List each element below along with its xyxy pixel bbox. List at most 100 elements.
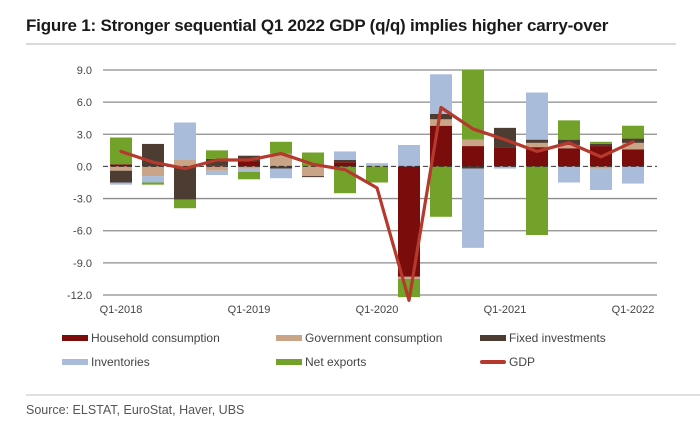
bar-stack bbox=[558, 120, 580, 183]
bar-government-consumption bbox=[590, 166, 612, 169]
bar-net-exports bbox=[174, 199, 196, 209]
y-axis-ticks: 9.0 6.0 3.0 0.0 -3.0 -6.0 -9.0 -12.0 bbox=[67, 65, 92, 302]
y-tick-label: -6.0 bbox=[73, 226, 92, 238]
bar-government-consumption bbox=[430, 119, 452, 126]
bar-inventories bbox=[430, 74, 452, 114]
bar-inventories bbox=[622, 166, 644, 184]
bar-net-exports bbox=[142, 182, 164, 185]
bar-stack bbox=[590, 141, 612, 190]
legend-label: Government consumption bbox=[305, 331, 443, 345]
bar-government-consumption bbox=[398, 276, 420, 279]
bar-fixed-investments bbox=[334, 160, 356, 163]
y-tick-label: 3.0 bbox=[77, 129, 92, 141]
bar-government-consumption bbox=[206, 166, 228, 171]
legend-label: Household consumption bbox=[91, 331, 220, 345]
bar-net-exports bbox=[366, 166, 388, 183]
legend-item-inventories: Inventories bbox=[62, 354, 150, 370]
bar-fixed-investments bbox=[110, 170, 132, 183]
bar-household-consumption bbox=[622, 149, 644, 167]
bar-household-consumption bbox=[334, 162, 356, 167]
legend-label: Inventories bbox=[91, 355, 150, 369]
bar-inventories bbox=[174, 122, 196, 160]
legend-item-fixed-investments: Fixed investments bbox=[480, 330, 606, 346]
gdp-line-group bbox=[119, 105, 635, 302]
chart-title: Figure 1: Stronger sequential Q1 2022 GD… bbox=[26, 16, 609, 35]
legend-item-household: Household consumption bbox=[62, 330, 220, 346]
legend-item-net-exports: Net exports bbox=[276, 354, 366, 370]
bar-fixed-investments bbox=[526, 139, 548, 143]
bar-inventories bbox=[398, 145, 420, 167]
bar-net-exports bbox=[526, 166, 548, 235]
bar-household-consumption bbox=[206, 165, 228, 167]
legend-swatch bbox=[480, 335, 506, 341]
bar-household-consumption bbox=[462, 146, 484, 167]
bar-inventories bbox=[142, 176, 164, 183]
bar-inventories bbox=[334, 151, 356, 160]
bar-inventories bbox=[462, 168, 484, 248]
bar-stack bbox=[206, 150, 228, 175]
bar-stack bbox=[366, 163, 388, 183]
bar-inventories bbox=[558, 166, 580, 183]
legend-label: GDP bbox=[509, 355, 536, 369]
bar-net-exports bbox=[270, 141, 292, 154]
bar-fixed-investments bbox=[174, 166, 196, 200]
bar-government-consumption bbox=[558, 145, 580, 149]
y-tick-label: -12.0 bbox=[67, 290, 92, 302]
bar-household-consumption bbox=[558, 148, 580, 167]
bar-fixed-investments bbox=[302, 176, 324, 178]
bar-fixed-investments bbox=[206, 158, 228, 166]
bar-inventories bbox=[238, 168, 260, 172]
bar-stack bbox=[270, 141, 292, 179]
source-divider bbox=[26, 394, 700, 396]
x-tick-label: Q1-2021 bbox=[484, 304, 527, 316]
source-note: Source: ELSTAT, EuroStat, Haver, UBS bbox=[26, 403, 245, 417]
y-tick-label: 9.0 bbox=[77, 65, 92, 77]
legend-swatch bbox=[480, 360, 506, 364]
y-tick-label: 6.0 bbox=[77, 97, 92, 109]
bar-fixed-investments bbox=[462, 166, 484, 169]
bar-inventories bbox=[590, 168, 612, 190]
bar-government-consumption bbox=[142, 166, 164, 177]
legend-swatch bbox=[276, 359, 302, 365]
bar-inventories bbox=[206, 170, 228, 175]
gdp-line bbox=[119, 105, 635, 302]
bar-net-exports bbox=[590, 141, 612, 144]
bar-government-consumption bbox=[622, 142, 644, 150]
bar-inventories bbox=[110, 182, 132, 185]
legend-label: Net exports bbox=[305, 355, 367, 369]
bar-household-consumption bbox=[110, 164, 132, 167]
bar-net-exports bbox=[622, 125, 644, 139]
bar-government-consumption bbox=[110, 166, 132, 171]
bar-inventories bbox=[366, 163, 388, 166]
bar-government-consumption bbox=[174, 160, 196, 167]
legend-swatch bbox=[276, 335, 302, 341]
bar-government-consumption bbox=[366, 165, 388, 167]
bar-household-consumption bbox=[238, 161, 260, 167]
bar-stack bbox=[494, 127, 516, 169]
y-tick-label: -3.0 bbox=[73, 194, 92, 206]
bar-government-consumption bbox=[462, 139, 484, 147]
bar-net-exports bbox=[238, 171, 260, 180]
bar-government-consumption bbox=[302, 166, 324, 177]
y-tick-label: 0.0 bbox=[77, 161, 92, 173]
bar-government-consumption bbox=[238, 166, 260, 169]
x-tick-label: Q1-2018 bbox=[100, 304, 143, 316]
bar-government-consumption bbox=[526, 142, 548, 148]
bar-stack bbox=[110, 137, 132, 185]
bar-stack bbox=[174, 122, 196, 209]
bar-household-consumption bbox=[398, 166, 420, 277]
x-axis-ticks: Q1-2018 Q1-2019 Q1-2020 Q1-2021 Q1-2022 bbox=[100, 304, 655, 316]
bar-household-consumption bbox=[494, 147, 516, 167]
bar-inventories bbox=[494, 166, 516, 169]
bar-fixed-investments bbox=[590, 143, 612, 147]
bar-net-exports bbox=[462, 70, 484, 140]
bar-fixed-investments bbox=[270, 166, 292, 169]
x-tick-label: Q1-2020 bbox=[356, 304, 399, 316]
x-tick-label: Q1-2022 bbox=[612, 304, 655, 316]
chart-plot: 9.06.03.00.0-3.0-6.0-9.0-12.0 Q1-2018 Q1-… bbox=[67, 65, 657, 316]
bar-net-exports bbox=[558, 120, 580, 140]
bar-net-exports bbox=[430, 166, 452, 217]
title-divider bbox=[26, 43, 676, 45]
legend-item-government: Government consumption bbox=[276, 330, 442, 346]
bar-stack bbox=[462, 70, 484, 248]
